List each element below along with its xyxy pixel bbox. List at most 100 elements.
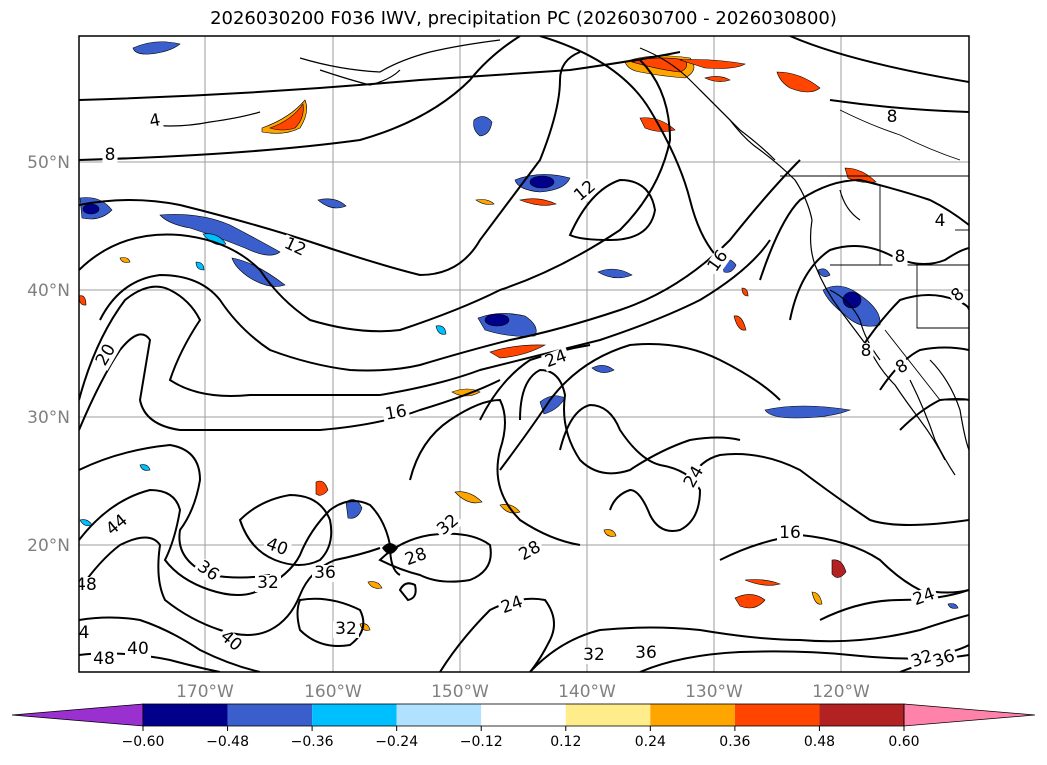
borders <box>780 109 969 401</box>
contour-label-bg <box>581 647 607 664</box>
colorbar-tick-label: −0.60 <box>122 734 165 750</box>
contour-label-bg <box>79 577 99 594</box>
colorbar-swatch <box>565 704 651 726</box>
colorbar-tick-label: 0.60 <box>888 734 919 750</box>
lat-label-30: 30°N <box>27 408 70 428</box>
contour-label-bg <box>312 565 338 582</box>
lon-label-150w: 150°W <box>431 682 489 702</box>
contour-label-bg <box>932 213 948 230</box>
contour-label: 28 <box>516 537 545 565</box>
contour-label-bg <box>947 284 969 307</box>
contour-label: 4 <box>148 110 162 132</box>
colorbar-swatch <box>650 704 735 726</box>
contour-label-bg <box>929 647 960 672</box>
contour-label-bg <box>79 625 92 642</box>
colorbar: −0.60 −0.48 −0.36 −0.24 −0.12 0.12 0.24 0.36 0.4… <box>11 703 1036 750</box>
contour-label-bg <box>381 402 411 425</box>
contour-label-bg <box>541 347 572 372</box>
contour-label: 8 <box>105 145 116 165</box>
lon-label-140w: 140°W <box>558 682 616 702</box>
contour-label-bg <box>892 249 908 266</box>
colorbar-swatch <box>396 704 482 726</box>
contour-label: 8 <box>895 247 906 267</box>
colorbar-tick-label: 0.36 <box>719 734 750 750</box>
contour-label-bg <box>514 537 546 566</box>
gridlines <box>79 36 969 672</box>
colorbar-tick-label: −0.24 <box>375 734 418 750</box>
contour-label: 48 <box>75 575 97 595</box>
colorbar-extend-low <box>11 703 144 727</box>
colorbar-swatch <box>227 704 313 726</box>
contour-label-bg <box>215 626 247 657</box>
contour-label: 40 <box>127 639 149 659</box>
colorbar-swatch <box>143 704 228 726</box>
lat-label-40: 40°N <box>27 281 70 301</box>
contour-label-bg <box>891 356 913 379</box>
colorbar-tick-label: 0.48 <box>804 734 835 750</box>
contour-label: 48 <box>93 649 115 669</box>
contour-label: 36 <box>193 557 222 586</box>
contour-label: 32 <box>583 645 605 665</box>
colorbar-tick-label: 0.12 <box>550 734 581 750</box>
contour-label-bg <box>497 593 528 618</box>
colorbar-swatch <box>734 704 820 726</box>
contour-label: 4 <box>79 623 90 643</box>
contour-label: 8 <box>861 341 872 361</box>
colorbar-swatch <box>481 704 566 726</box>
contour-label: 16 <box>779 523 801 543</box>
contour-label-bg <box>680 461 709 493</box>
contour-label: 12 <box>570 176 599 205</box>
latitude-labels: 50°N 40°N 30°N 20°N <box>27 153 70 556</box>
contour-label-bg <box>777 525 803 542</box>
contour-label: 24 <box>680 463 708 492</box>
contour-label-bg <box>401 545 432 570</box>
contour-label: 8 <box>887 107 898 127</box>
longitude-labels: 170°W 160°W 150°W 140°W 130°W 120°W <box>176 682 870 702</box>
lat-label-50: 50°N <box>27 153 70 173</box>
colorbar-swatch <box>819 704 904 726</box>
colorbar-extend-high <box>903 703 1036 727</box>
contour-label-bg <box>432 510 464 541</box>
lon-label-160w: 160°W <box>304 682 362 702</box>
contour-label-bg <box>633 645 659 662</box>
contour-label: 32 <box>257 573 279 593</box>
contour-label: 36 <box>314 563 336 583</box>
contour-label-bg <box>146 111 164 132</box>
contour-label-bg <box>91 651 117 668</box>
colorbar-tick-label: −0.36 <box>291 734 334 750</box>
colorbar-tick-label: −0.12 <box>460 734 503 750</box>
contour-label-bg <box>279 234 311 261</box>
contour-label: 44 <box>102 510 131 539</box>
contour-label: 16 <box>384 401 409 424</box>
contour-label-bg <box>569 176 601 207</box>
contour-label-bg <box>858 343 874 360</box>
contour-label-bg <box>255 575 281 592</box>
contour-label: 20 <box>92 341 120 370</box>
negative-precip-areas <box>79 41 959 609</box>
contour-label: 32 <box>335 619 357 639</box>
contour-label-bg <box>884 109 900 126</box>
lon-label-120w: 120°W <box>812 682 870 702</box>
map-title: 2026030200 F036 IWV, precipitation PC (2… <box>210 8 837 29</box>
lon-label-170w: 170°W <box>176 682 234 702</box>
contour-label-bg <box>101 510 133 541</box>
contour-label-bg <box>333 621 359 638</box>
contour-label-bg <box>261 535 292 560</box>
contour-label-bg <box>907 647 938 672</box>
contour-label-bg <box>909 585 940 610</box>
contour-label-bg <box>703 245 733 277</box>
colorbar-tick-label: −0.48 <box>206 734 249 750</box>
contour-label-bg <box>192 556 224 586</box>
colorbar-swatch <box>312 704 397 726</box>
contour-label: 4 <box>935 211 946 231</box>
contour-label-bg <box>125 641 151 658</box>
lon-label-130w: 130°W <box>685 682 743 702</box>
contour-label-bg <box>102 147 118 164</box>
lat-label-20: 20°N <box>27 536 70 556</box>
colorbar-tick-label: 0.24 <box>635 734 666 750</box>
contour-label-bg <box>92 339 121 371</box>
contour-label: 36 <box>635 643 657 663</box>
colorbar-outline <box>142 703 905 727</box>
